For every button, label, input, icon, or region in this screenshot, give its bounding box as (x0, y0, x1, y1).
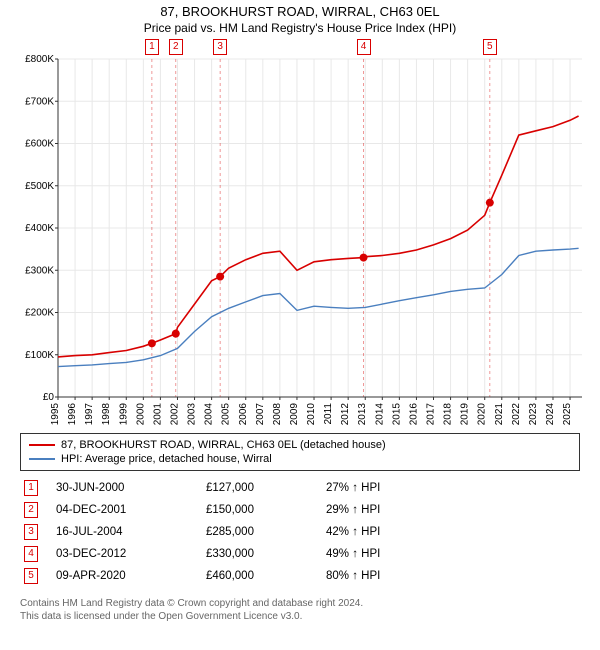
svg-text:£500K: £500K (25, 181, 54, 192)
svg-text:2009: 2009 (289, 403, 300, 426)
chart-svg: £0 £100K £200K £300K £400K £500K £600K £700K £80… (10, 37, 590, 427)
sale-date: 04-DEC-2001 (56, 504, 206, 516)
svg-text:£600K: £600K (25, 139, 54, 150)
svg-text:2021: 2021 (494, 403, 505, 426)
svg-text:2025: 2025 (562, 403, 573, 426)
footnote-line1: Contains HM Land Registry data © Crown c… (20, 597, 580, 610)
sale-price: £285,000 (206, 526, 326, 538)
svg-text:£300K: £300K (25, 265, 54, 276)
svg-text:1996: 1996 (67, 403, 78, 426)
svg-text:2020: 2020 (477, 403, 488, 426)
sale-price: £150,000 (206, 504, 326, 516)
sale-date: 03-DEC-2012 (56, 548, 206, 560)
sale-marker-2: 2 (169, 39, 183, 55)
svg-text:2022: 2022 (511, 403, 522, 426)
footnote-line2: This data is licensed under the Open Gov… (20, 610, 580, 623)
svg-text:1998: 1998 (101, 403, 112, 426)
svg-text:2006: 2006 (238, 403, 249, 426)
svg-text:£400K: £400K (25, 223, 54, 234)
sale-row: 2 04-DEC-2001£150,00029% ↑ HPI (20, 499, 580, 521)
svg-text:2004: 2004 (204, 403, 215, 426)
svg-text:2019: 2019 (460, 403, 471, 426)
legend-swatch (29, 458, 55, 460)
svg-text:2011: 2011 (323, 403, 334, 425)
svg-text:2000: 2000 (135, 403, 146, 426)
sale-row: 4 03-DEC-2012£330,00049% ↑ HPI (20, 543, 580, 565)
svg-text:1999: 1999 (118, 403, 129, 426)
chart-legend: 87, BROOKHURST ROAD, WIRRAL, CH63 0EL (d… (20, 433, 580, 471)
sale-marker-3: 3 (213, 39, 227, 55)
svg-text:2003: 2003 (187, 403, 198, 426)
sale-date: 16-JUL-2004 (56, 526, 206, 538)
sale-pct: 42% ↑ HPI (326, 526, 456, 538)
svg-text:£100K: £100K (25, 350, 54, 361)
svg-text:1997: 1997 (84, 403, 95, 426)
sale-num-box: 2 (24, 502, 38, 518)
sale-num-box: 3 (24, 524, 38, 540)
sale-price: £330,000 (206, 548, 326, 560)
legend-label: 87, BROOKHURST ROAD, WIRRAL, CH63 0EL (d… (61, 439, 386, 451)
svg-text:2023: 2023 (528, 403, 539, 426)
svg-text:2018: 2018 (443, 403, 454, 426)
sale-num-box: 4 (24, 546, 38, 562)
svg-text:2010: 2010 (306, 403, 317, 426)
svg-text:2007: 2007 (255, 403, 266, 426)
svg-text:2013: 2013 (357, 403, 368, 426)
svg-text:2012: 2012 (340, 403, 351, 426)
sale-date: 09-APR-2020 (56, 570, 206, 582)
price-chart: 12 3 4 5 £0 £100K £200K £300K £400K £500K £600K £7… (10, 37, 590, 427)
svg-text:2001: 2001 (152, 403, 163, 426)
footnote: Contains HM Land Registry data © Crown c… (20, 597, 580, 623)
sale-price: £127,000 (206, 482, 326, 494)
svg-text:1995: 1995 (50, 403, 61, 426)
svg-text:2016: 2016 (408, 403, 419, 426)
sale-num-box: 5 (24, 568, 38, 584)
legend-swatch (29, 444, 55, 446)
svg-text:2015: 2015 (391, 403, 402, 426)
sale-marker-1: 1 (145, 39, 159, 55)
legend-item: HPI: Average price, detached house, Wirr… (29, 452, 571, 466)
sale-pct: 29% ↑ HPI (326, 504, 456, 516)
svg-text:£200K: £200K (25, 308, 54, 319)
svg-text:£800K: £800K (25, 54, 54, 65)
sale-row: 5 09-APR-2020£460,00080% ↑ HPI (20, 565, 580, 587)
sale-pct: 27% ↑ HPI (326, 482, 456, 494)
sale-marker-5: 5 (483, 39, 497, 55)
sale-price: £460,000 (206, 570, 326, 582)
page-title-sub: Price paid vs. HM Land Registry's House … (0, 21, 600, 35)
legend-label: HPI: Average price, detached house, Wirr… (61, 453, 272, 465)
svg-text:2017: 2017 (426, 403, 437, 426)
svg-text:2002: 2002 (169, 403, 180, 426)
svg-text:2024: 2024 (545, 403, 556, 426)
legend-item: 87, BROOKHURST ROAD, WIRRAL, CH63 0EL (d… (29, 438, 571, 452)
sale-date: 30-JUN-2000 (56, 482, 206, 494)
page-title-address: 87, BROOKHURST ROAD, WIRRAL, CH63 0EL (0, 4, 600, 19)
svg-text:£0: £0 (43, 392, 55, 403)
sale-marker-4: 4 (357, 39, 371, 55)
sale-pct: 49% ↑ HPI (326, 548, 456, 560)
svg-text:2005: 2005 (221, 403, 232, 426)
sale-num-box: 1 (24, 480, 38, 496)
svg-text:2008: 2008 (272, 403, 283, 426)
svg-text:2014: 2014 (374, 403, 385, 426)
sales-table: 1 30-JUN-2000£127,00027% ↑ HPI 2 04-DEC-200… (20, 477, 580, 587)
sale-row: 1 30-JUN-2000£127,00027% ↑ HPI (20, 477, 580, 499)
svg-text:£700K: £700K (25, 96, 54, 107)
sale-row: 3 16-JUL-2004£285,00042% ↑ HPI (20, 521, 580, 543)
sale-pct: 80% ↑ HPI (326, 570, 456, 582)
